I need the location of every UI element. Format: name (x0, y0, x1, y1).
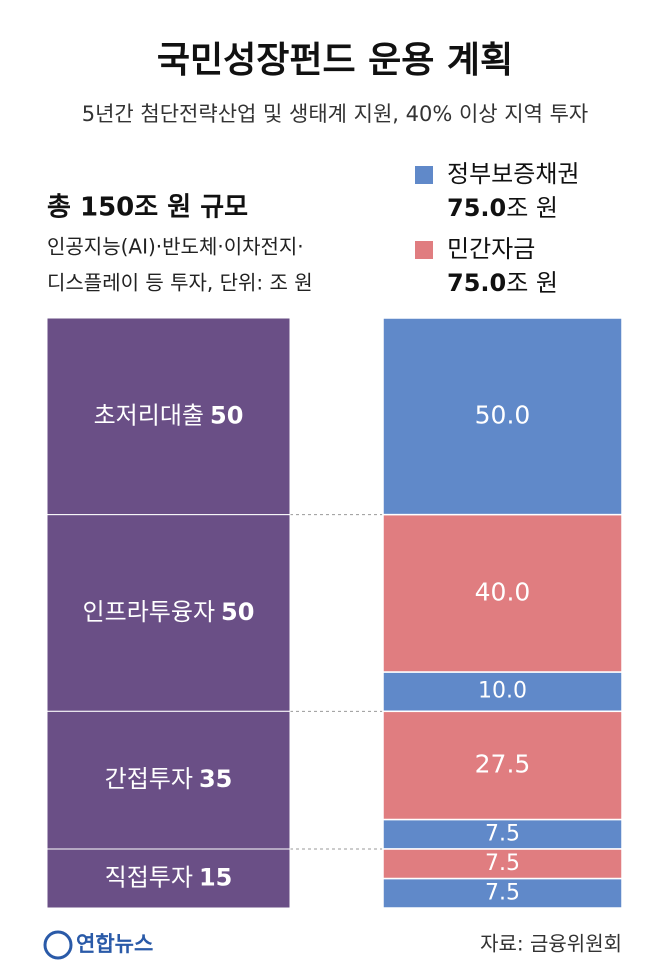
total-heading: 총 150조 원 규모 (47, 193, 248, 223)
category-total: 50 (221, 598, 254, 626)
category-label: 간접투자 35 (105, 765, 233, 793)
legend-label: 정부보증채권 (447, 160, 579, 188)
value-label: 7.5 (485, 821, 520, 846)
category-block (46, 710, 291, 850)
legend-total-unit: 조 원 (506, 269, 558, 297)
value-label: 50.0 (475, 400, 531, 429)
value-label: 7.5 (485, 880, 520, 905)
category-name: 인프라투융자 (83, 598, 215, 626)
segment (382, 877, 623, 909)
logo-icon (43, 930, 73, 960)
segment (382, 710, 623, 821)
note: 디스플레이 등 투자, 단위: 조 원 (47, 271, 313, 295)
value-label: 10.0 (478, 679, 527, 704)
category-label: 직접투자 15 (105, 864, 233, 892)
category-total: 50 (210, 401, 243, 429)
legend-total-value: 75.0 (447, 194, 506, 222)
logo-text: 연합뉴스 (76, 932, 153, 956)
category-label: 초저리대출 50 (94, 401, 244, 429)
legend-label: 민간자금 (447, 235, 535, 263)
segment (382, 317, 623, 516)
category-name: 초저리대출 (94, 401, 204, 429)
category-total: 35 (199, 765, 232, 793)
segment (382, 513, 623, 673)
value-label: 27.5 (475, 749, 531, 778)
source: 자료: 금융위원회 (480, 932, 622, 956)
legend-swatch (415, 241, 433, 259)
category-block (46, 514, 291, 712)
legend-total-unit: 조 원 (506, 194, 558, 222)
category-block (46, 848, 291, 909)
note: 인공지능(AI)·반도체·이차전지· (47, 235, 304, 259)
legend-swatch (415, 166, 433, 184)
legend-total: 75.0조 원 (447, 194, 558, 222)
category-total: 15 (199, 864, 232, 892)
legend-total-value: 75.0 (447, 269, 506, 297)
value-label: 40.0 (475, 577, 531, 606)
segment (382, 848, 623, 880)
category-name: 직접투자 (105, 864, 193, 892)
subtitle: 5년간 첨단전략산업 및 생태계 지원, 40% 이상 지역 투자 (82, 102, 589, 126)
chart-title: 국민성장펀드 운용 계획 (157, 40, 513, 81)
category-block (46, 317, 291, 516)
segment (382, 671, 623, 713)
value-label: 7.5 (485, 851, 520, 876)
legend-total: 75.0조 원 (447, 269, 558, 297)
category-label: 인프라투융자 50 (83, 598, 255, 626)
category-name: 간접투자 (105, 765, 193, 793)
logo: 연합뉴스 (43, 930, 153, 960)
